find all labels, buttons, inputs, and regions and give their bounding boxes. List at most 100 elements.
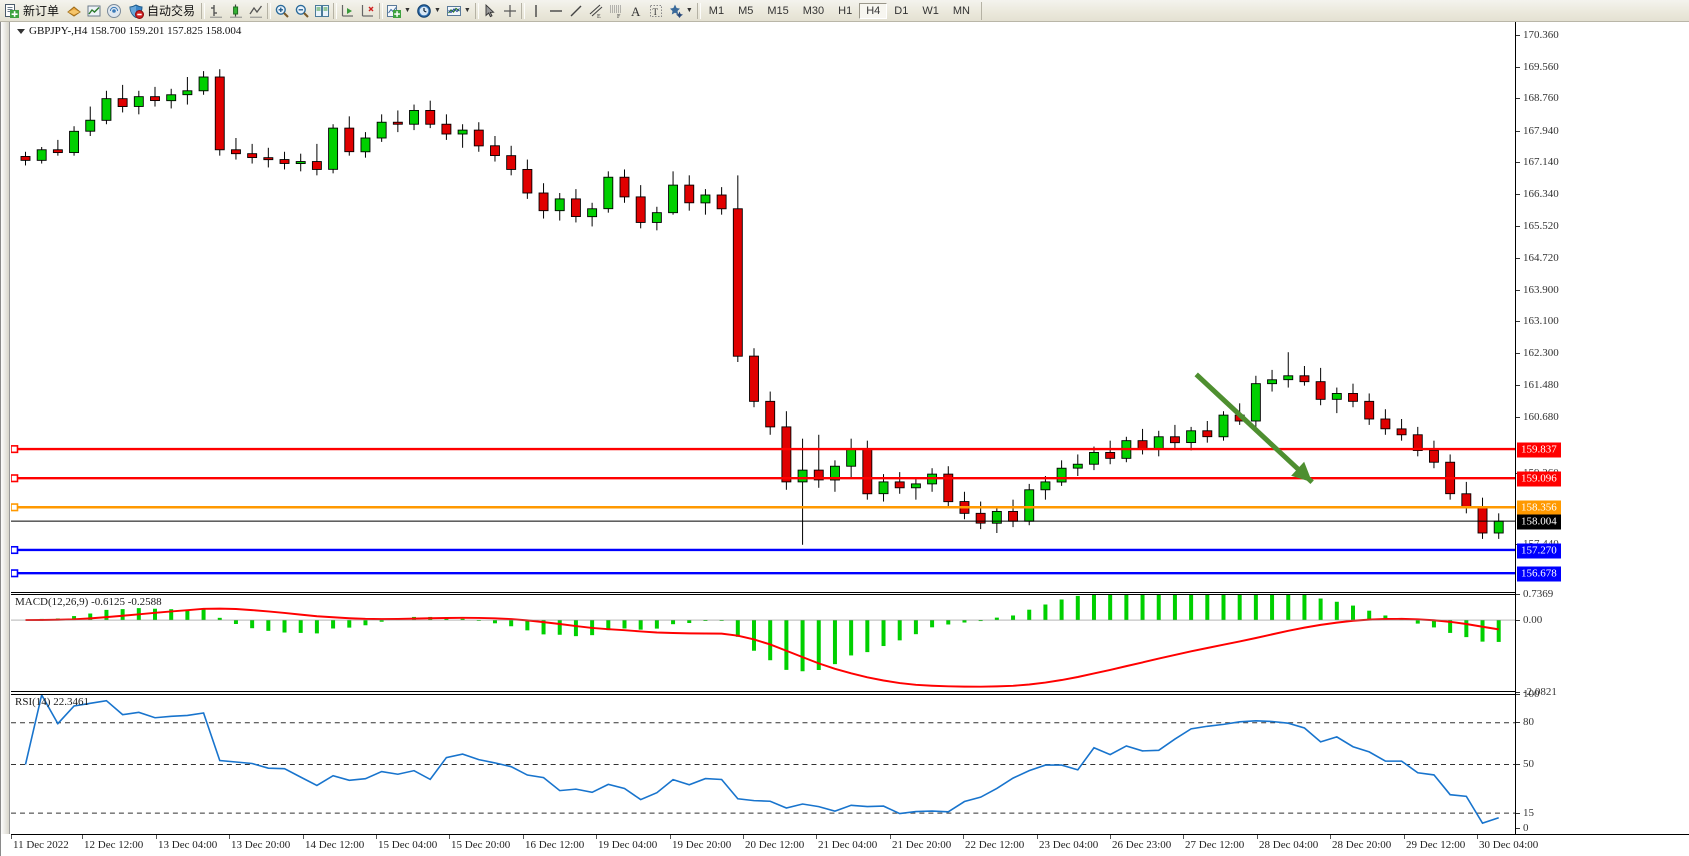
vertical-line-icon[interactable] [526,1,546,21]
chart-plot-area[interactable]: GBPJPY-,H4 158.700 159.201 157.825 158.0… [11,22,1689,834]
price-tick: 168.760 [1516,92,1559,104]
last-price-badge[interactable]: 158.004 [1517,514,1561,530]
crosshair-icon[interactable] [500,1,520,21]
rsi-label: RSI(14) 22.3461 [15,696,89,708]
svg-text:F: F [617,14,621,19]
macd-label: MACD(12,26,9) -0.6125 -0.2588 [15,596,162,608]
time-tick [816,835,817,839]
bar-chart-icon[interactable] [206,1,226,21]
rsi-tick: 80 [1516,716,1534,728]
line-chart-icon[interactable] [246,1,266,21]
macd-series [11,595,1515,688]
resistance-level-1-badge[interactable]: 159.837 [1517,442,1561,458]
period-dropdown-caret[interactable]: ▼ [433,7,441,14]
time-tick [1183,835,1184,839]
time-tick [890,835,891,839]
time-label: 11 Dec 2022 [13,839,69,851]
time-tick [449,835,450,839]
time-label: 28 Dec 04:00 [1259,839,1319,851]
tile-windows-icon[interactable] [312,1,332,21]
time-tick [303,835,304,839]
price-pane[interactable]: GBPJPY-,H4 158.700 159.201 157.825 158.0… [11,22,1515,593]
time-label: 19 Dec 20:00 [672,839,732,851]
signals-icon[interactable] [104,1,124,21]
chevron-down-icon[interactable] [17,28,25,34]
timeframe-h4[interactable]: H4 [859,2,888,19]
new-order-icon [2,1,22,21]
toolbar-separator [980,1,982,20]
candlestick-chart-icon[interactable] [226,1,246,21]
rsi-tick: 15 [1516,807,1534,819]
time-tick [670,835,671,839]
time-label: 28 Dec 20:00 [1332,839,1392,851]
rsi-pane[interactable]: RSI(14) 22.3461 [11,694,1515,834]
fibonacci-icon[interactable]: F [606,1,626,21]
period-clock-icon[interactable] [414,1,434,21]
timeframe-m30[interactable]: M30 [802,4,825,17]
rsi-series [11,695,1515,825]
price-tick: 164.720 [1516,252,1559,264]
timeframe-d1[interactable]: D1 [894,4,909,17]
price-tick: 162.300 [1516,347,1559,359]
equidistant-channel-icon[interactable]: E [586,1,606,21]
new-order-button[interactable]: 新订单 [0,1,64,21]
price-tick: 163.900 [1516,284,1559,296]
text-icon[interactable]: A [626,1,646,21]
macd-tick: 0.7369 [1516,588,1553,600]
price-scale[interactable]: 170.360 169.560 168.760 167.940 167.140 166.3… [1515,22,1689,834]
expert-advisors-icon[interactable] [64,1,84,21]
timeframe-m1[interactable]: M1 [708,4,725,17]
time-tick [1477,835,1478,839]
time-label: 21 Dec 20:00 [892,839,952,851]
shift-end-icon[interactable] [338,1,358,21]
pivot-level-badge[interactable]: 158.356 [1517,500,1561,516]
time-label: 22 Dec 12:00 [965,839,1025,851]
support-level-1-badge[interactable]: 157.270 [1517,543,1561,559]
timeframe-m5[interactable]: M5 [738,4,754,17]
time-label: 19 Dec 04:00 [598,839,658,851]
time-tick [596,835,597,839]
auto-trading-button[interactable]: 自动交易 [124,1,200,21]
trendline-icon[interactable] [566,1,586,21]
time-label: 20 Dec 12:00 [745,839,805,851]
auto-scroll-icon[interactable] [358,1,378,21]
svg-text:A: A [631,4,641,19]
chart-left-gutter[interactable] [1,22,10,834]
time-tick [376,835,377,839]
time-tick [963,835,964,839]
horizontal-line-icon[interactable] [546,1,566,21]
time-label: 21 Dec 04:00 [818,839,878,851]
svg-text:T: T [652,7,658,17]
time-tick [1037,835,1038,839]
shapes-icon[interactable] [666,1,686,21]
time-tick [743,835,744,839]
indicators-icon[interactable] [384,1,404,21]
timeframe-m15[interactable]: M15 [767,4,789,17]
resistance-level-2-badge[interactable]: 159.096 [1517,471,1561,487]
auto-trading-label: 自动交易 [147,4,196,18]
time-axis[interactable]: 11 Dec 2022 12 Dec 12:00 13 Dec 04:00 13 De… [11,834,1689,856]
indicators-dropdown-caret[interactable]: ▼ [404,7,411,14]
macd-pane[interactable]: MACD(12,26,9) -0.6125 -0.2588 [11,594,1515,692]
timeframe-w1[interactable]: W1 [922,4,939,17]
price-tick: 163.100 [1516,315,1559,327]
shapes-dropdown-caret[interactable]: ▼ [685,7,693,14]
time-label: 15 Dec 20:00 [451,839,511,851]
timeframe-h1[interactable]: H1 [838,4,853,17]
timeframe-mn[interactable]: MN [952,4,970,17]
symbol-title[interactable]: GBPJPY-,H4 158.700 159.201 157.825 158.0… [17,25,241,37]
templates-dropdown-caret[interactable]: ▼ [463,7,471,14]
time-tick [1330,835,1331,839]
templates-icon[interactable] [444,1,464,21]
macd-tick: 0.00 [1516,614,1542,626]
support-level-2-badge[interactable]: 156.678 [1517,566,1561,582]
data-window-icon[interactable] [84,1,104,21]
down-trend-arrow[interactable] [11,22,1515,592]
zoom-out-icon[interactable] [292,1,312,21]
text-label-icon[interactable]: T [646,1,666,21]
zoom-in-icon[interactable] [272,1,292,21]
cursor-icon[interactable] [480,1,500,21]
price-level-lines[interactable] [11,22,1515,592]
time-label: 26 Dec 23:00 [1112,839,1172,851]
auto-trading-shield-icon [126,1,146,21]
